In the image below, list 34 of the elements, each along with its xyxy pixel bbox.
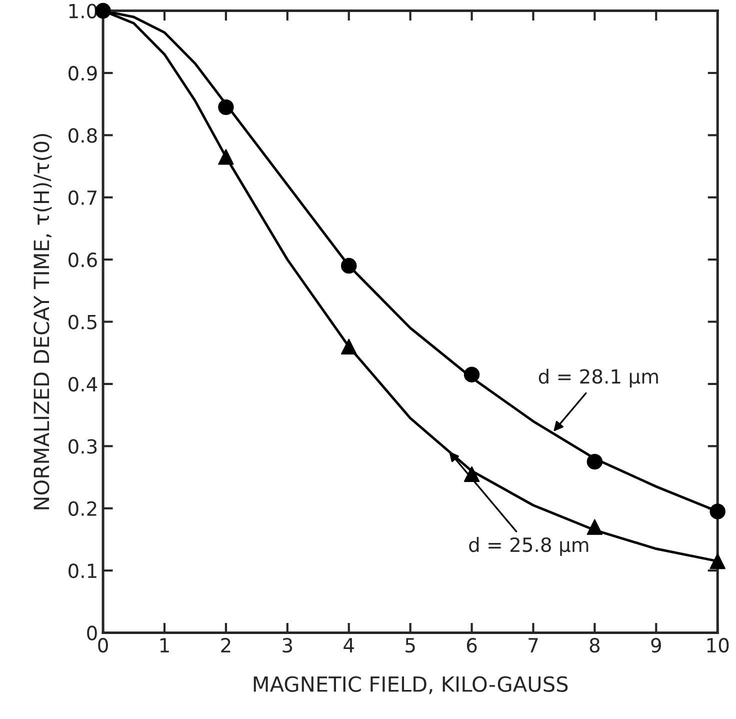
x-tick-label: 7 [528,638,538,652]
y-tick-label: 0.6 [68,252,97,268]
y-tick-label: 0.1 [68,563,96,578]
y-tick-label: 0.3 [68,439,97,454]
point [710,553,726,570]
x-tick-label: 0 [98,638,108,653]
point [340,338,357,354]
x-axis-title: MAGNETIC FIELD, KILO-GAUSS [254,676,568,694]
point [586,454,603,470]
point [710,504,726,520]
point [218,149,234,165]
y-tick-label: 0.5 [68,314,96,330]
y-tick-label: 0 [87,626,97,640]
y-tick-label: 0.7 [68,190,97,206]
x-tick-label: 4 [344,638,354,652]
y-tick-label: 0.9 [68,66,97,81]
x-tick-label: 2 [221,638,230,652]
x-tick-label: 1 [160,638,169,652]
y-tick-label: 0.4 [68,376,98,392]
x-tick-label: 3 [282,638,292,653]
point [586,519,603,535]
y-tick-label: 0.2 [68,501,96,516]
x-tick-label: 6 [466,638,477,653]
point [340,258,357,274]
x-tick-label: 10 [707,638,729,653]
annotation: d = 28.1 μm [538,368,658,388]
x-tick-label: 9 [651,638,661,653]
annotation: d = 25.8 μm [469,537,588,556]
point [464,366,480,382]
point [218,99,234,116]
y-axis-title: NORMALIZED DECAY TIME, τ(H)/τ(0) [33,134,52,510]
y-tick-label: 0.8 [68,128,97,143]
x-tick-label: 8 [590,638,600,653]
x-tick-label: 5 [406,638,415,653]
